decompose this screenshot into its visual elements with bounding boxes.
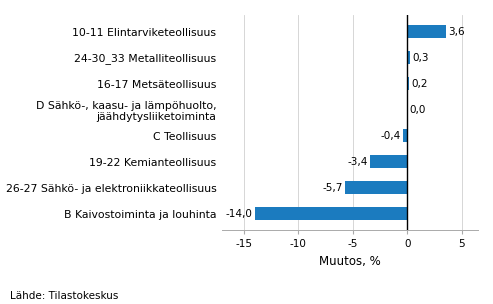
Text: -0,4: -0,4: [381, 131, 401, 140]
Text: 3,6: 3,6: [449, 26, 465, 36]
Text: Lähde: Tilastokeskus: Lähde: Tilastokeskus: [10, 291, 118, 301]
X-axis label: Muutos, %: Muutos, %: [319, 255, 381, 268]
Text: -3,4: -3,4: [348, 157, 368, 167]
Text: 0,2: 0,2: [412, 78, 428, 88]
Text: -14,0: -14,0: [225, 209, 252, 219]
Bar: [407, 77, 409, 90]
Bar: [370, 155, 407, 168]
Bar: [345, 181, 407, 194]
Bar: [254, 207, 407, 220]
Text: 0,0: 0,0: [409, 105, 425, 115]
Bar: [407, 25, 446, 38]
Text: 0,3: 0,3: [413, 53, 429, 63]
Text: -5,7: -5,7: [322, 183, 343, 193]
Bar: [403, 129, 407, 142]
Bar: [407, 51, 410, 64]
